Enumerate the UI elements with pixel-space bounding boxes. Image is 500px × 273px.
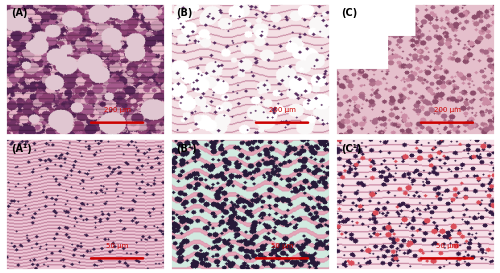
Text: (C): (C)	[342, 8, 357, 18]
Text: 200 μm: 200 μm	[104, 108, 130, 114]
Text: 200 μm: 200 μm	[268, 108, 295, 114]
Text: 50 μm: 50 μm	[271, 243, 293, 249]
Text: (B¹): (B¹)	[176, 144, 197, 154]
Text: 200 μm: 200 μm	[434, 108, 460, 114]
Text: 50 μm: 50 μm	[436, 243, 458, 249]
Text: 50 μm: 50 μm	[106, 243, 128, 249]
Text: (A¹): (A¹)	[12, 144, 32, 154]
Text: (C¹): (C¹)	[342, 144, 362, 154]
Text: (A): (A)	[12, 8, 28, 18]
Text: (B): (B)	[176, 8, 192, 18]
